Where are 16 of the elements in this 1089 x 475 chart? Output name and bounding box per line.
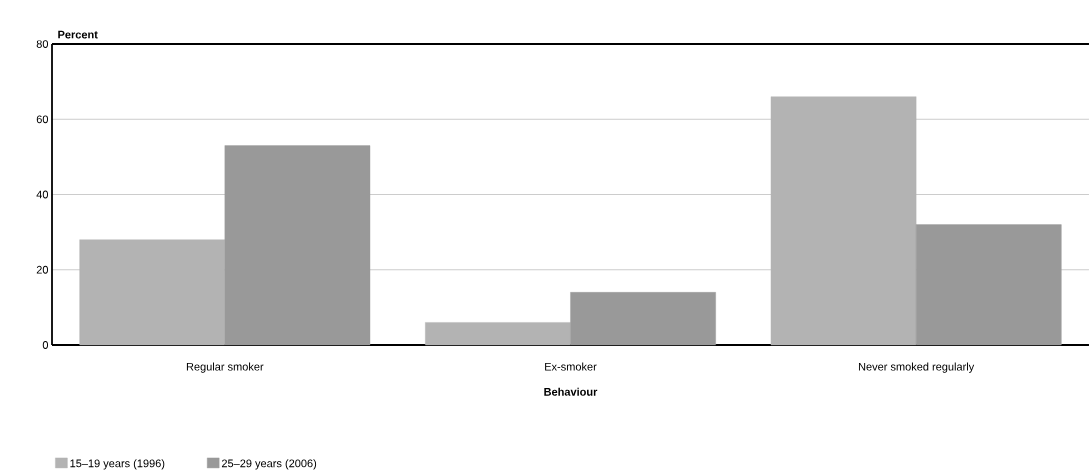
y-tick-label: 0 xyxy=(42,341,49,349)
legend-label: 15–19 years (1996) xyxy=(70,459,165,470)
y-tick-label: 40 xyxy=(36,190,49,199)
bar xyxy=(570,292,716,346)
x-tick-label: Never smoked regularly xyxy=(858,362,975,373)
x-tick-label: Ex-smoker xyxy=(545,362,597,371)
y-tick-label: 80 xyxy=(36,40,49,48)
y-tick-label: 60 xyxy=(36,115,49,124)
bar xyxy=(224,145,371,346)
x-tick-label: Regular smoker xyxy=(186,362,264,373)
bar xyxy=(915,224,1062,346)
legend-label: 25–29 years (2006) xyxy=(221,459,317,470)
y-tick-label: 20 xyxy=(36,265,49,274)
y-axis-title: Percent xyxy=(58,30,98,39)
x-axis-title: Behaviour xyxy=(544,387,598,396)
bar xyxy=(425,322,571,346)
